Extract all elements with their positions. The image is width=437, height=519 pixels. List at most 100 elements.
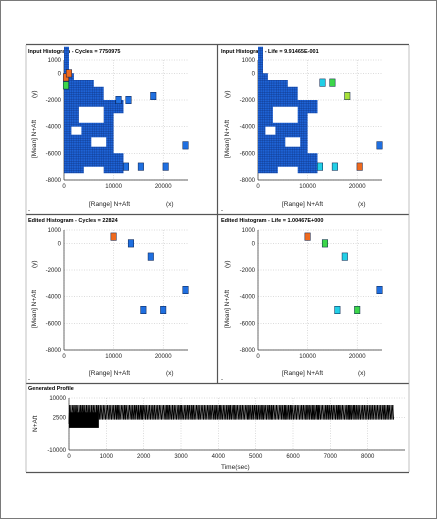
y-axis-label: [Mean] N+Aft [31, 120, 38, 158]
y-axis-unit: (y) [224, 260, 231, 268]
chart-title: Edited Histogram - Cycles = 22824 [28, 218, 119, 224]
histogram-cell [140, 306, 147, 314]
y-tick-label: -2000 [240, 268, 256, 274]
x-tick-label: 3000 [174, 454, 188, 460]
histogram-cell [356, 162, 363, 171]
y-tick-label: 0 [58, 241, 62, 247]
profile-band [69, 405, 394, 420]
y-tick-label: -8000 [46, 178, 62, 184]
chart-title: Input Histogram - Cycles = 7750975 [28, 49, 120, 55]
x-axis-unit: (x) [166, 370, 174, 377]
y-tick-label: 1000 [242, 228, 256, 234]
histogram-gap [78, 106, 104, 123]
y-tick-label: 0 [252, 241, 256, 247]
histogram-cell [321, 239, 328, 248]
x-tick-label: 10000 [299, 184, 316, 190]
x-tick-label: 0 [256, 184, 260, 190]
chart-title: Input Histogram - Life = 9.91465E-001 [221, 49, 319, 55]
histogram-gap [272, 106, 298, 123]
y-axis-label: N+Aft [32, 415, 39, 432]
x-axis-unit: (x) [358, 370, 366, 377]
y-tick-label: -2000 [46, 268, 62, 274]
x-axis-label: [Range] N+Aft [89, 370, 130, 377]
x-tick-label: 0 [67, 454, 71, 460]
y-tick-label: -2000 [46, 98, 62, 104]
panel-marker: - [221, 208, 223, 214]
histogram-cell [147, 252, 154, 261]
x-tick-label: 20000 [349, 354, 366, 360]
y-axis-unit: (y) [31, 260, 38, 268]
panel-marker: - [221, 377, 223, 383]
histogram-cell [162, 162, 169, 171]
y-tick-label: 2500 [53, 416, 67, 422]
x-axis-label: Time(sec) [221, 464, 250, 471]
y-tick-label: -6000 [46, 321, 62, 327]
x-tick-label: 20000 [349, 184, 366, 190]
x-tick-label: 10000 [299, 354, 316, 360]
histogram-cell [341, 252, 348, 261]
histogram-cell [65, 69, 72, 78]
y-tick-label: -8000 [240, 178, 256, 184]
x-tick-label: 20000 [155, 354, 172, 360]
x-tick-label: 10000 [105, 354, 122, 360]
x-tick-label: 2000 [137, 454, 151, 460]
y-axis-unit: (y) [31, 90, 38, 98]
x-tick-label: 0 [62, 184, 66, 190]
x-tick-label: 6000 [286, 454, 300, 460]
histogram-cell [354, 306, 361, 314]
histogram-cell [344, 92, 351, 100]
y-tick-label: -4000 [46, 295, 62, 301]
y-tick-label: -4000 [240, 295, 256, 301]
y-axis-label: [Mean] N+Aft [224, 290, 231, 328]
histogram-cell [319, 78, 326, 87]
y-tick-label: -6000 [240, 321, 256, 327]
histogram-cell [376, 286, 383, 294]
x-tick-label: 5000 [249, 454, 263, 460]
y-tick-label: -8000 [240, 348, 256, 354]
y-tick-label: 1000 [242, 58, 256, 64]
histogram-gap [71, 126, 82, 135]
y-tick-label: 1000 [48, 228, 62, 234]
y-tick-label: -2000 [240, 98, 256, 104]
histogram-cell [331, 162, 338, 171]
y-axis-label: [Mean] N+Aft [31, 290, 38, 328]
histogram-gap [91, 137, 107, 147]
x-tick-label: 0 [256, 354, 260, 360]
histogram-cell [123, 162, 129, 171]
histogram-cell [110, 232, 117, 241]
histogram-cell [150, 92, 157, 100]
profile-initial-block [69, 412, 99, 428]
y-tick-label: -6000 [240, 151, 256, 157]
x-tick-label: 7000 [324, 454, 338, 460]
x-axis-unit: (x) [358, 201, 366, 208]
x-tick-label: 20000 [155, 184, 172, 190]
histogram-gap [285, 137, 301, 147]
histogram-cell [160, 306, 167, 314]
histogram-cell [182, 141, 189, 150]
histogram-cell [182, 286, 189, 294]
y-tick-label: 0 [58, 71, 62, 77]
y-tick-label: -10000 [47, 448, 66, 454]
x-axis-label: [Range] N+Aft [282, 370, 323, 377]
y-axis-unit: (y) [224, 90, 231, 98]
histogram-cell [62, 81, 69, 90]
panel-marker: - [28, 208, 30, 214]
y-tick-label: 1000 [48, 58, 62, 64]
y-tick-label: 10000 [49, 396, 66, 402]
histogram-cell [137, 162, 144, 171]
panel-marker: - [28, 377, 30, 383]
histogram-gap [265, 126, 276, 135]
y-tick-label: -4000 [46, 125, 62, 131]
histogram-cell [127, 239, 134, 248]
y-axis-label: [Mean] N+Aft [224, 120, 231, 158]
histogram-cell [115, 96, 122, 104]
y-tick-label: -8000 [46, 348, 62, 354]
chart-title: Edited Histogram - Life = 1.00467E+000 [221, 218, 323, 224]
histogram-cell [125, 96, 132, 104]
